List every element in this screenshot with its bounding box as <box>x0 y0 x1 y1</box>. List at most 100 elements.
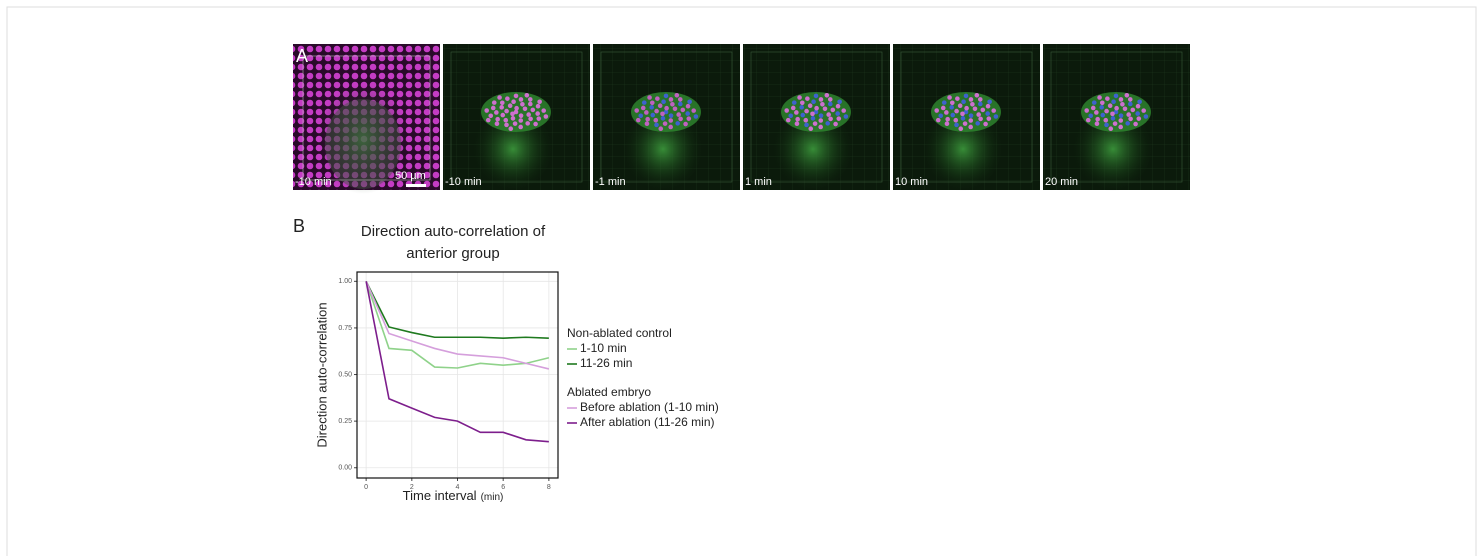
cell <box>691 108 697 113</box>
cell <box>494 121 500 127</box>
cell <box>978 101 983 107</box>
cell <box>505 96 510 101</box>
cell <box>944 121 950 127</box>
cell <box>950 112 956 118</box>
cell <box>644 121 650 127</box>
cell <box>972 106 978 112</box>
cell <box>805 96 810 101</box>
time-label: 1 min <box>745 176 772 188</box>
cell <box>957 103 963 109</box>
cell <box>1124 92 1130 98</box>
cell <box>490 105 496 111</box>
cell <box>841 108 847 113</box>
cell <box>833 121 838 127</box>
cell <box>1099 105 1104 110</box>
cell <box>650 112 656 118</box>
cell <box>491 100 497 105</box>
cell <box>535 111 540 116</box>
cell <box>986 116 992 121</box>
cell <box>1113 109 1119 115</box>
cell <box>1118 113 1124 118</box>
cell <box>510 111 515 117</box>
cell <box>813 109 819 115</box>
cell <box>962 121 968 126</box>
cell <box>672 106 678 112</box>
cell <box>784 108 790 113</box>
cell <box>499 100 505 106</box>
cell <box>812 121 818 126</box>
cell <box>494 110 499 115</box>
cell <box>985 111 990 116</box>
cell <box>818 113 824 118</box>
cell <box>963 109 969 115</box>
x-tick-label: 6 <box>501 484 505 491</box>
cell <box>1130 107 1136 113</box>
cell <box>1136 116 1142 121</box>
cell <box>533 121 538 127</box>
cell <box>975 121 980 126</box>
cell <box>520 102 525 107</box>
cell <box>836 116 842 121</box>
cell <box>837 99 842 105</box>
cell <box>497 95 502 100</box>
cell <box>653 117 659 123</box>
cell <box>641 100 647 105</box>
cell <box>804 108 809 114</box>
cell <box>680 107 686 113</box>
chart: Direction auto-correlation of anterior gr… <box>314 223 718 503</box>
cell <box>511 99 516 104</box>
legend-label: 1-10 min <box>580 341 627 355</box>
cell <box>484 108 490 113</box>
cell <box>944 110 949 115</box>
cell <box>634 108 640 113</box>
cell <box>818 124 823 130</box>
cell <box>828 101 833 107</box>
cell <box>1094 121 1100 127</box>
cell <box>663 93 669 99</box>
time-label: 20 min <box>1045 176 1078 188</box>
micrograph: -10 min <box>443 44 590 191</box>
legend-label: 11-26 min <box>580 356 632 370</box>
micrograph: A 50 µm -10 min <box>293 44 440 194</box>
time-label: -10 min <box>445 176 482 188</box>
cell <box>961 99 966 104</box>
cell <box>968 124 973 130</box>
cell <box>670 102 675 107</box>
cell <box>524 92 530 98</box>
cell <box>654 122 659 128</box>
cell <box>1107 103 1113 109</box>
series-line <box>365 280 549 339</box>
cell <box>1125 121 1130 126</box>
cell <box>955 96 960 101</box>
cell <box>814 105 819 111</box>
y-axis-label: Direction auto-correlation <box>314 302 329 447</box>
cell <box>1118 124 1123 130</box>
cell <box>985 103 991 109</box>
cell <box>1137 99 1142 105</box>
cell <box>485 117 491 123</box>
cell <box>964 105 969 111</box>
cell <box>800 112 806 118</box>
cell <box>824 92 830 98</box>
time-label: 10 min <box>895 176 928 188</box>
cell <box>526 112 531 117</box>
plot-frame <box>356 271 559 479</box>
cell <box>661 99 666 104</box>
cell <box>1110 111 1115 117</box>
cell <box>1120 102 1125 107</box>
cell <box>655 96 660 101</box>
cell <box>678 116 683 122</box>
time-label: -10 min <box>295 176 332 188</box>
cell <box>668 124 673 130</box>
green-region <box>318 84 408 194</box>
cell <box>788 113 794 119</box>
scale-bar <box>406 184 426 187</box>
frame <box>750 51 883 183</box>
cell <box>1090 105 1096 111</box>
cell <box>960 111 965 117</box>
cell <box>804 122 809 128</box>
cell <box>530 107 536 113</box>
cell <box>1114 105 1119 111</box>
cell <box>543 114 549 119</box>
